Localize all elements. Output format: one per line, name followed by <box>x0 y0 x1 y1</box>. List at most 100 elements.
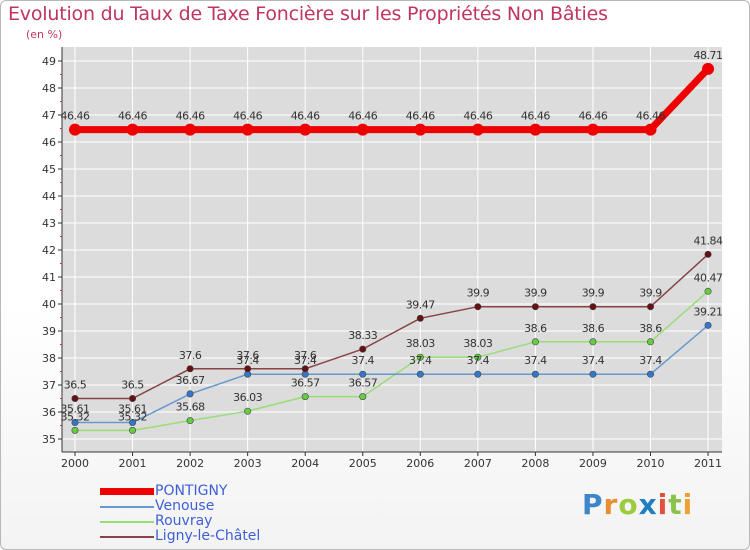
data-point <box>589 338 597 346</box>
data-point <box>646 370 654 378</box>
data-label: 40.47 <box>694 271 723 284</box>
data-label: 39.21 <box>694 305 723 318</box>
y-tick-label: 35 <box>42 433 56 446</box>
data-point <box>301 365 309 373</box>
data-point <box>356 123 369 136</box>
y-tick-label: 38 <box>42 352 56 365</box>
data-label: 38.33 <box>348 329 377 342</box>
x-tick-label: 2002 <box>176 457 204 470</box>
y-tick-label: 48 <box>42 82 56 95</box>
data-label: 39.9 <box>467 287 490 300</box>
data-label: 35.32 <box>118 410 147 423</box>
data-label: 39.47 <box>406 298 435 311</box>
data-label: 37.6 <box>236 349 259 362</box>
y-tick-label: 45 <box>42 163 56 176</box>
series-line-venouse <box>75 324 709 424</box>
data-label: 39.9 <box>524 287 547 300</box>
data-label: 37.6 <box>179 349 202 362</box>
data-label: 46.46 <box>61 110 90 123</box>
x-tick-label: 2006 <box>406 457 434 470</box>
data-label: 39.9 <box>582 287 605 300</box>
y-tick-label: 49 <box>42 55 56 68</box>
data-label: 37.4 <box>524 354 547 367</box>
y-tick-label: 42 <box>42 244 56 257</box>
x-tick-label: 2000 <box>61 457 89 470</box>
logo-letter: t <box>668 488 683 521</box>
data-point <box>416 353 424 361</box>
data-point <box>186 417 194 425</box>
legend-label-rouvray: Rouvray <box>155 513 213 529</box>
data-point <box>646 338 654 346</box>
data-label: 35.32 <box>61 410 90 423</box>
data-label: 35.68 <box>176 401 205 414</box>
data-point <box>359 370 367 378</box>
y-tick-label: 37 <box>42 379 56 392</box>
y-tick-label: 44 <box>42 190 56 203</box>
data-point <box>529 123 542 136</box>
legend-swatch-venouse <box>100 506 154 508</box>
data-point <box>129 426 137 434</box>
x-tick-label: 2010 <box>637 457 665 470</box>
data-label: 46.46 <box>233 110 262 123</box>
data-label: 46.46 <box>406 110 435 123</box>
data-label: 37.6 <box>294 349 317 362</box>
logo-letter: r <box>603 488 619 521</box>
legend-label-venouse: Venouse <box>155 498 215 514</box>
data-point <box>414 123 427 136</box>
data-label: 36.5 <box>121 379 144 392</box>
data-point <box>586 123 599 136</box>
logo-letter: o <box>618 488 639 521</box>
data-point <box>71 426 79 434</box>
data-point <box>241 123 254 136</box>
x-tick-label: 2004 <box>291 457 319 470</box>
data-point <box>474 353 482 361</box>
data-point <box>186 365 194 373</box>
data-label: 39.9 <box>639 287 662 300</box>
data-label: 46.46 <box>118 110 147 123</box>
data-point <box>474 303 482 311</box>
x-tick-label: 2009 <box>579 457 607 470</box>
data-point <box>184 123 197 136</box>
data-label: 37.4 <box>582 354 605 367</box>
data-label: 38.6 <box>524 322 547 335</box>
data-label: 37.4 <box>236 354 259 367</box>
data-point <box>589 303 597 311</box>
data-label: 46.46 <box>291 110 320 123</box>
data-point <box>244 407 252 415</box>
proxiti-logo: Proxiti <box>582 488 693 521</box>
x-tick-label: 2003 <box>234 457 262 470</box>
data-label: 46.46 <box>578 110 607 123</box>
data-label: 36.5 <box>64 379 87 392</box>
data-point <box>359 393 367 401</box>
y-tick-label: 40 <box>42 298 56 311</box>
data-label: 38.03 <box>463 337 492 350</box>
series-line-pontigny <box>75 66 711 134</box>
data-point <box>129 419 137 427</box>
y-tick-label: 39 <box>42 325 56 338</box>
data-point <box>416 314 424 322</box>
y-tick-label: 43 <box>42 217 56 230</box>
legend-label-pontigny: PONTIGNY <box>155 483 228 499</box>
data-label: 38.6 <box>582 322 605 335</box>
data-point <box>301 393 309 401</box>
logo-letter: i <box>682 488 694 521</box>
data-label: 36.57 <box>291 377 320 390</box>
data-point <box>531 338 539 346</box>
x-tick-label: 2011 <box>694 457 722 470</box>
data-label: 46.46 <box>348 110 377 123</box>
data-label: 37.4 <box>294 354 317 367</box>
chart-title: Evolution du Taux de Taxe Foncière sur l… <box>8 3 608 25</box>
data-point <box>359 345 367 353</box>
data-point <box>704 287 712 295</box>
data-point <box>644 123 657 136</box>
legend-swatch-rouvray <box>100 521 154 523</box>
logo-letter: i <box>657 488 669 521</box>
data-label: 37.4 <box>639 354 662 367</box>
data-point <box>71 394 79 402</box>
series-line-ligny-le-ch-tel <box>75 253 709 400</box>
data-label: 35.61 <box>118 403 147 416</box>
data-point <box>244 365 252 373</box>
y-unit-label: (en %) <box>26 28 63 41</box>
data-label: 37.4 <box>409 354 432 367</box>
